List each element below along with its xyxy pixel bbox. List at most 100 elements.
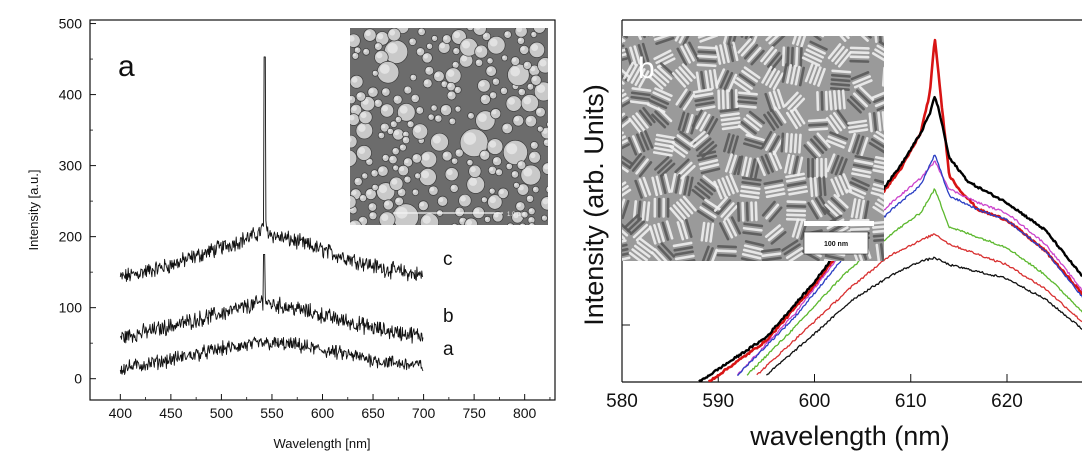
- nanorod: [631, 115, 646, 132]
- sem-particle-highlight: [381, 213, 389, 222]
- nanorod: [679, 130, 696, 144]
- sem-particle-highlight: [514, 116, 520, 122]
- nanorod: [830, 178, 840, 198]
- panel-a-letter: a: [118, 50, 135, 83]
- nanorod: [656, 65, 673, 80]
- sem-particle-highlight: [391, 178, 398, 185]
- nanorod-bundle: [784, 153, 804, 177]
- nanorod-bundle: [719, 107, 742, 131]
- nanorod: [783, 243, 801, 256]
- sem-particle-highlight: [463, 132, 477, 145]
- sem-particle-highlight: [520, 46, 525, 51]
- sem-particle-highlight: [372, 185, 376, 188]
- nanorod: [704, 222, 710, 243]
- nanorod: [723, 43, 730, 63]
- nanorod: [826, 153, 836, 173]
- nanorod-bundle: [868, 130, 884, 154]
- nanorod: [731, 135, 739, 155]
- sem-particle-highlight: [518, 185, 524, 191]
- nanorod: [877, 111, 882, 132]
- nanorod: [849, 227, 870, 231]
- nanorod: [837, 51, 852, 68]
- sem-particle-highlight: [453, 62, 457, 66]
- nanorod: [850, 71, 870, 81]
- sem-particle-highlight: [530, 152, 536, 159]
- sem-particle-highlight: [447, 83, 452, 88]
- nanorod: [878, 40, 884, 53]
- nanorod: [809, 40, 828, 51]
- sem-particle-highlight: [393, 165, 397, 169]
- nanorod: [798, 133, 802, 154]
- nanorod-bundle: [654, 156, 676, 178]
- nanorod: [872, 233, 884, 238]
- nanorod: [673, 245, 694, 252]
- nanorod-bundle: [742, 222, 764, 237]
- nanorod: [845, 189, 865, 199]
- panel-b: 580 590 600 610 620 100 nm b wavelength (nm)…: [579, 19, 1082, 451]
- sem-particle-highlight: [477, 113, 487, 123]
- sem-particle-highlight: [493, 78, 497, 83]
- nanorod: [622, 198, 626, 218]
- sem-particle-highlight: [493, 157, 498, 162]
- nanorod: [739, 194, 760, 199]
- nanorod-bundle: [737, 38, 765, 66]
- nanorod: [691, 109, 703, 128]
- sem-particle-highlight: [394, 130, 400, 136]
- nanorod-bundle: [804, 36, 825, 41]
- nanorod: [823, 258, 844, 261]
- sem-particle-highlight: [507, 223, 511, 225]
- nanorod: [743, 117, 760, 132]
- nanorod-bundle: [845, 177, 870, 199]
- panel-b-x-ticks: 580 590 600 610 620: [606, 374, 1023, 412]
- nanorod: [655, 133, 676, 140]
- nanorod: [818, 176, 823, 197]
- nanorod: [761, 130, 773, 149]
- nanorod-bundle: [671, 63, 696, 88]
- nanorod: [876, 44, 884, 57]
- y-tick-label: 0: [74, 371, 82, 387]
- x-tick-label: 600: [799, 391, 831, 412]
- nanorod: [717, 89, 721, 110]
- nanorod: [830, 197, 846, 212]
- nanorod: [854, 154, 875, 161]
- nanorod: [634, 68, 646, 86]
- nanorod: [696, 59, 717, 63]
- nanorod-bundle: [740, 240, 765, 261]
- nanorod-bundle: [647, 62, 676, 90]
- nanorod: [831, 69, 852, 74]
- nanorod: [632, 223, 649, 239]
- nanorod-bundle: [733, 66, 761, 94]
- nanorod: [760, 155, 770, 175]
- nanorod-bundle: [692, 87, 716, 111]
- sem-particle-highlight: [362, 173, 366, 177]
- nanorod: [789, 133, 793, 154]
- sem-particle-highlight: [448, 92, 453, 97]
- nanorod: [721, 177, 731, 196]
- sem-particle-highlight: [452, 158, 456, 162]
- nanorod: [834, 156, 844, 176]
- nanorod: [851, 172, 871, 179]
- sem-particle-highlight: [409, 39, 414, 43]
- nanorod: [745, 201, 749, 222]
- sem-particle-highlight: [414, 125, 422, 133]
- nanorod: [807, 118, 828, 123]
- nanorod: [674, 254, 695, 261]
- nanorod: [785, 246, 804, 260]
- nanorod-bundle: [761, 65, 784, 91]
- nanorod: [719, 107, 740, 113]
- nanorod: [720, 112, 740, 118]
- nanorod: [768, 70, 781, 89]
- sem-particle-highlight: [358, 124, 366, 132]
- sem-particle-highlight: [483, 33, 488, 37]
- sem-particle-highlight: [350, 137, 352, 143]
- sem-particle-highlight: [503, 124, 508, 130]
- nanorod: [692, 134, 709, 149]
- nanorod: [774, 106, 787, 124]
- nanorod: [886, 67, 890, 87]
- nanorod: [770, 230, 787, 245]
- nanorod: [652, 151, 673, 157]
- sem-particle-highlight: [543, 164, 548, 170]
- nanorod-bundle: [847, 119, 869, 134]
- nanorod-bundle: [651, 173, 671, 197]
- sem-particle-highlight: [413, 154, 418, 160]
